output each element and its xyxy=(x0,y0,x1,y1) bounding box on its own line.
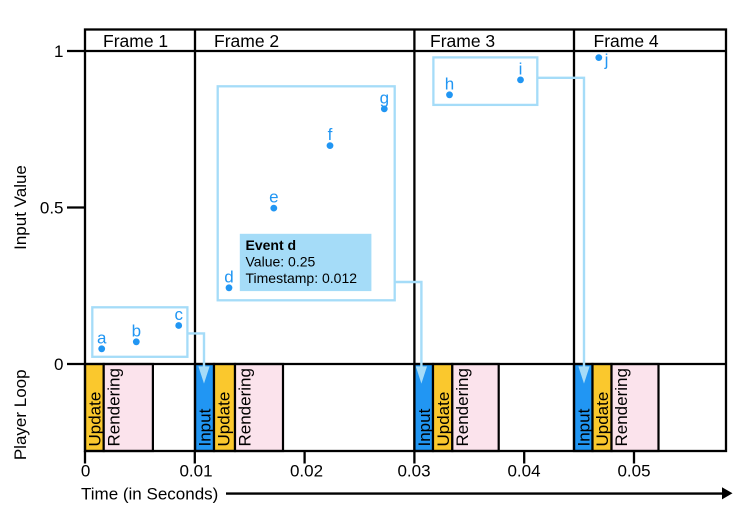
svg-text:i: i xyxy=(519,59,523,78)
svg-text:Update: Update xyxy=(215,392,234,447)
svg-text:Update: Update xyxy=(593,392,612,447)
svg-text:Input Value: Input Value xyxy=(11,165,30,250)
svg-text:0.04: 0.04 xyxy=(507,462,540,481)
svg-text:Frame 3: Frame 3 xyxy=(430,31,495,51)
svg-text:0.03: 0.03 xyxy=(397,462,430,481)
svg-text:Input: Input xyxy=(415,408,434,446)
svg-text:0.5: 0.5 xyxy=(40,199,64,218)
svg-text:Player Loop: Player Loop xyxy=(11,369,30,460)
svg-text:Update: Update xyxy=(434,392,453,447)
svg-text:0.01: 0.01 xyxy=(179,462,212,481)
svg-text:Timestamp: 0.012: Timestamp: 0.012 xyxy=(246,270,358,286)
svg-text:h: h xyxy=(445,74,454,93)
svg-text:Rendering: Rendering xyxy=(453,368,472,446)
svg-text:b: b xyxy=(132,321,141,340)
svg-text:Input: Input xyxy=(196,408,215,446)
svg-text:Rendering: Rendering xyxy=(236,368,255,446)
svg-text:Frame 2: Frame 2 xyxy=(214,31,279,51)
svg-text:0: 0 xyxy=(54,355,63,374)
svg-text:Frame 1: Frame 1 xyxy=(103,31,168,51)
svg-text:Value: 0.25: Value: 0.25 xyxy=(246,254,316,270)
svg-text:g: g xyxy=(380,88,389,107)
svg-text:Update: Update xyxy=(86,392,105,447)
svg-text:d: d xyxy=(224,267,233,286)
svg-text:a: a xyxy=(97,328,107,347)
svg-text:0: 0 xyxy=(81,462,90,481)
svg-text:j: j xyxy=(604,51,609,70)
svg-text:1: 1 xyxy=(54,42,63,61)
svg-text:Rendering: Rendering xyxy=(612,368,631,446)
svg-text:Time (in Seconds): Time (in Seconds) xyxy=(81,485,218,504)
svg-text:Event d: Event d xyxy=(246,237,297,253)
svg-text:f: f xyxy=(328,125,333,144)
svg-text:Input: Input xyxy=(574,408,593,446)
svg-text:Rendering: Rendering xyxy=(104,368,123,446)
svg-text:c: c xyxy=(174,305,183,324)
svg-text:e: e xyxy=(269,188,278,207)
svg-text:Frame 4: Frame 4 xyxy=(594,31,659,51)
svg-text:0.02: 0.02 xyxy=(290,462,323,481)
svg-text:0.05: 0.05 xyxy=(617,462,650,481)
